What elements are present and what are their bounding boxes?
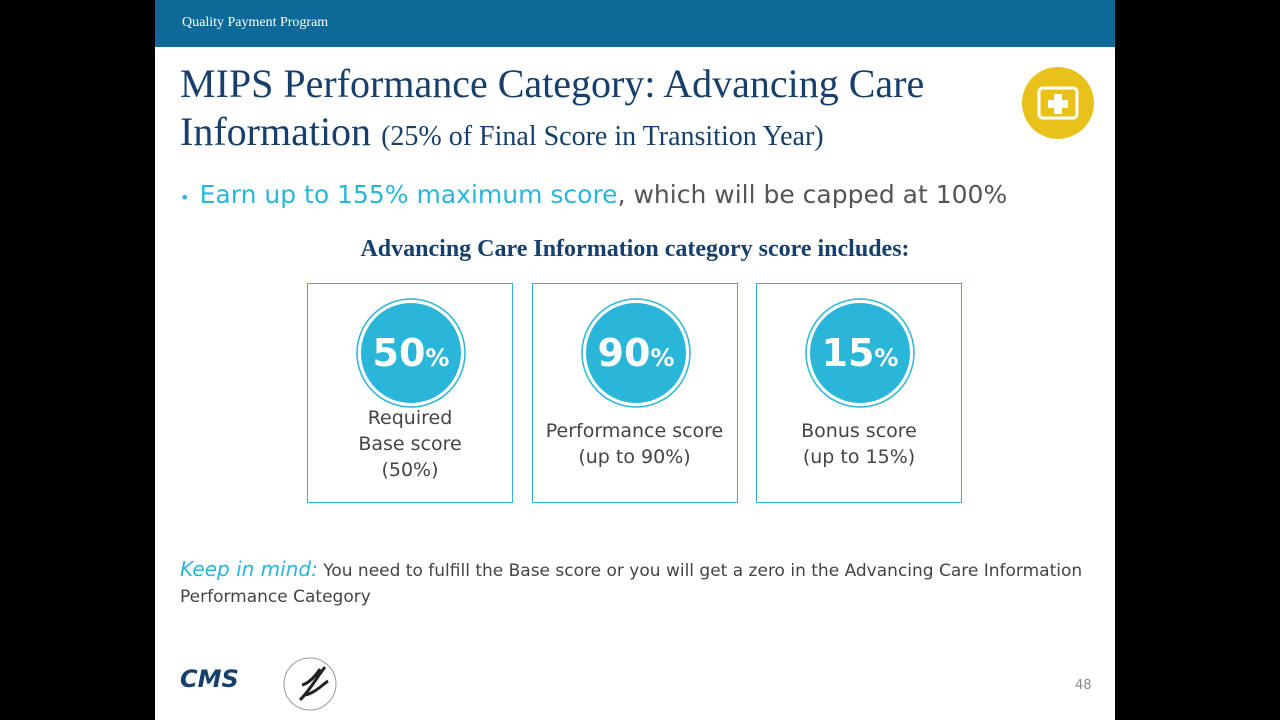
badge-number: 90	[597, 331, 650, 375]
score-badge: 15%	[805, 298, 915, 408]
badge-text: 90%	[597, 331, 674, 375]
hhs-emblem	[283, 657, 337, 711]
bullet-highlight: Earn up to 155% maximum score	[199, 180, 618, 209]
logo: CMS	[180, 665, 239, 693]
card-label: Required	[367, 407, 453, 429]
header-bar: Quality Payment Program	[155, 0, 1115, 47]
badge-number: 15	[822, 331, 875, 375]
bullet-rest: , which will be capped at 100%	[617, 180, 1008, 209]
badge-unit: %	[650, 344, 674, 372]
note-text: You need to fulfill the Base score or yo…	[180, 561, 1083, 607]
badge-unit: %	[874, 344, 898, 372]
card-label: (50%)	[381, 459, 439, 481]
card-label: Base score	[358, 433, 462, 455]
card-label: (up to 90%)	[578, 446, 691, 468]
slide: Quality Payment Program MIPS Performance…	[155, 0, 1115, 720]
card-label: Bonus score	[801, 420, 917, 442]
title-sub: (25% of Final Score in Transition Year)	[381, 121, 824, 152]
icon	[1022, 67, 1094, 139]
badge-unit: %	[425, 344, 449, 372]
card-label: Performance score	[545, 420, 724, 442]
page-number: 48	[1075, 678, 1092, 693]
bullet: • Earn up to 155% maximum score, which w…	[180, 180, 1008, 209]
note-lead: Keep in mind:	[180, 557, 318, 581]
card-label: (up to 15%)	[802, 446, 916, 468]
badge-text: 15%	[822, 331, 899, 375]
note: Keep in mind: You need to fulfill the Ba…	[180, 556, 1090, 610]
score-badge: 90%	[580, 298, 691, 408]
score-badge: 50%	[356, 298, 466, 408]
title-main: MIPS Performance Category: Advancing Car…	[180, 61, 925, 154]
badge-fill	[810, 303, 910, 403]
subheading: Advancing Care Information category scor…	[360, 236, 910, 262]
badge-number: 50	[373, 331, 426, 375]
score-card: 50% Required Base score (50%)	[307, 283, 513, 503]
title: MIPS Performance Category: Advancing Car…	[180, 60, 1010, 161]
badge-fill	[585, 303, 686, 403]
badge-fill	[361, 303, 461, 403]
program-name: Quality Payment Program	[182, 15, 329, 30]
score-card: 15% Bonus score (up to 15%)	[756, 283, 962, 503]
badge-text: 50%	[373, 331, 450, 375]
score-card: 90% Performance score (up to 90%)	[531, 283, 738, 503]
